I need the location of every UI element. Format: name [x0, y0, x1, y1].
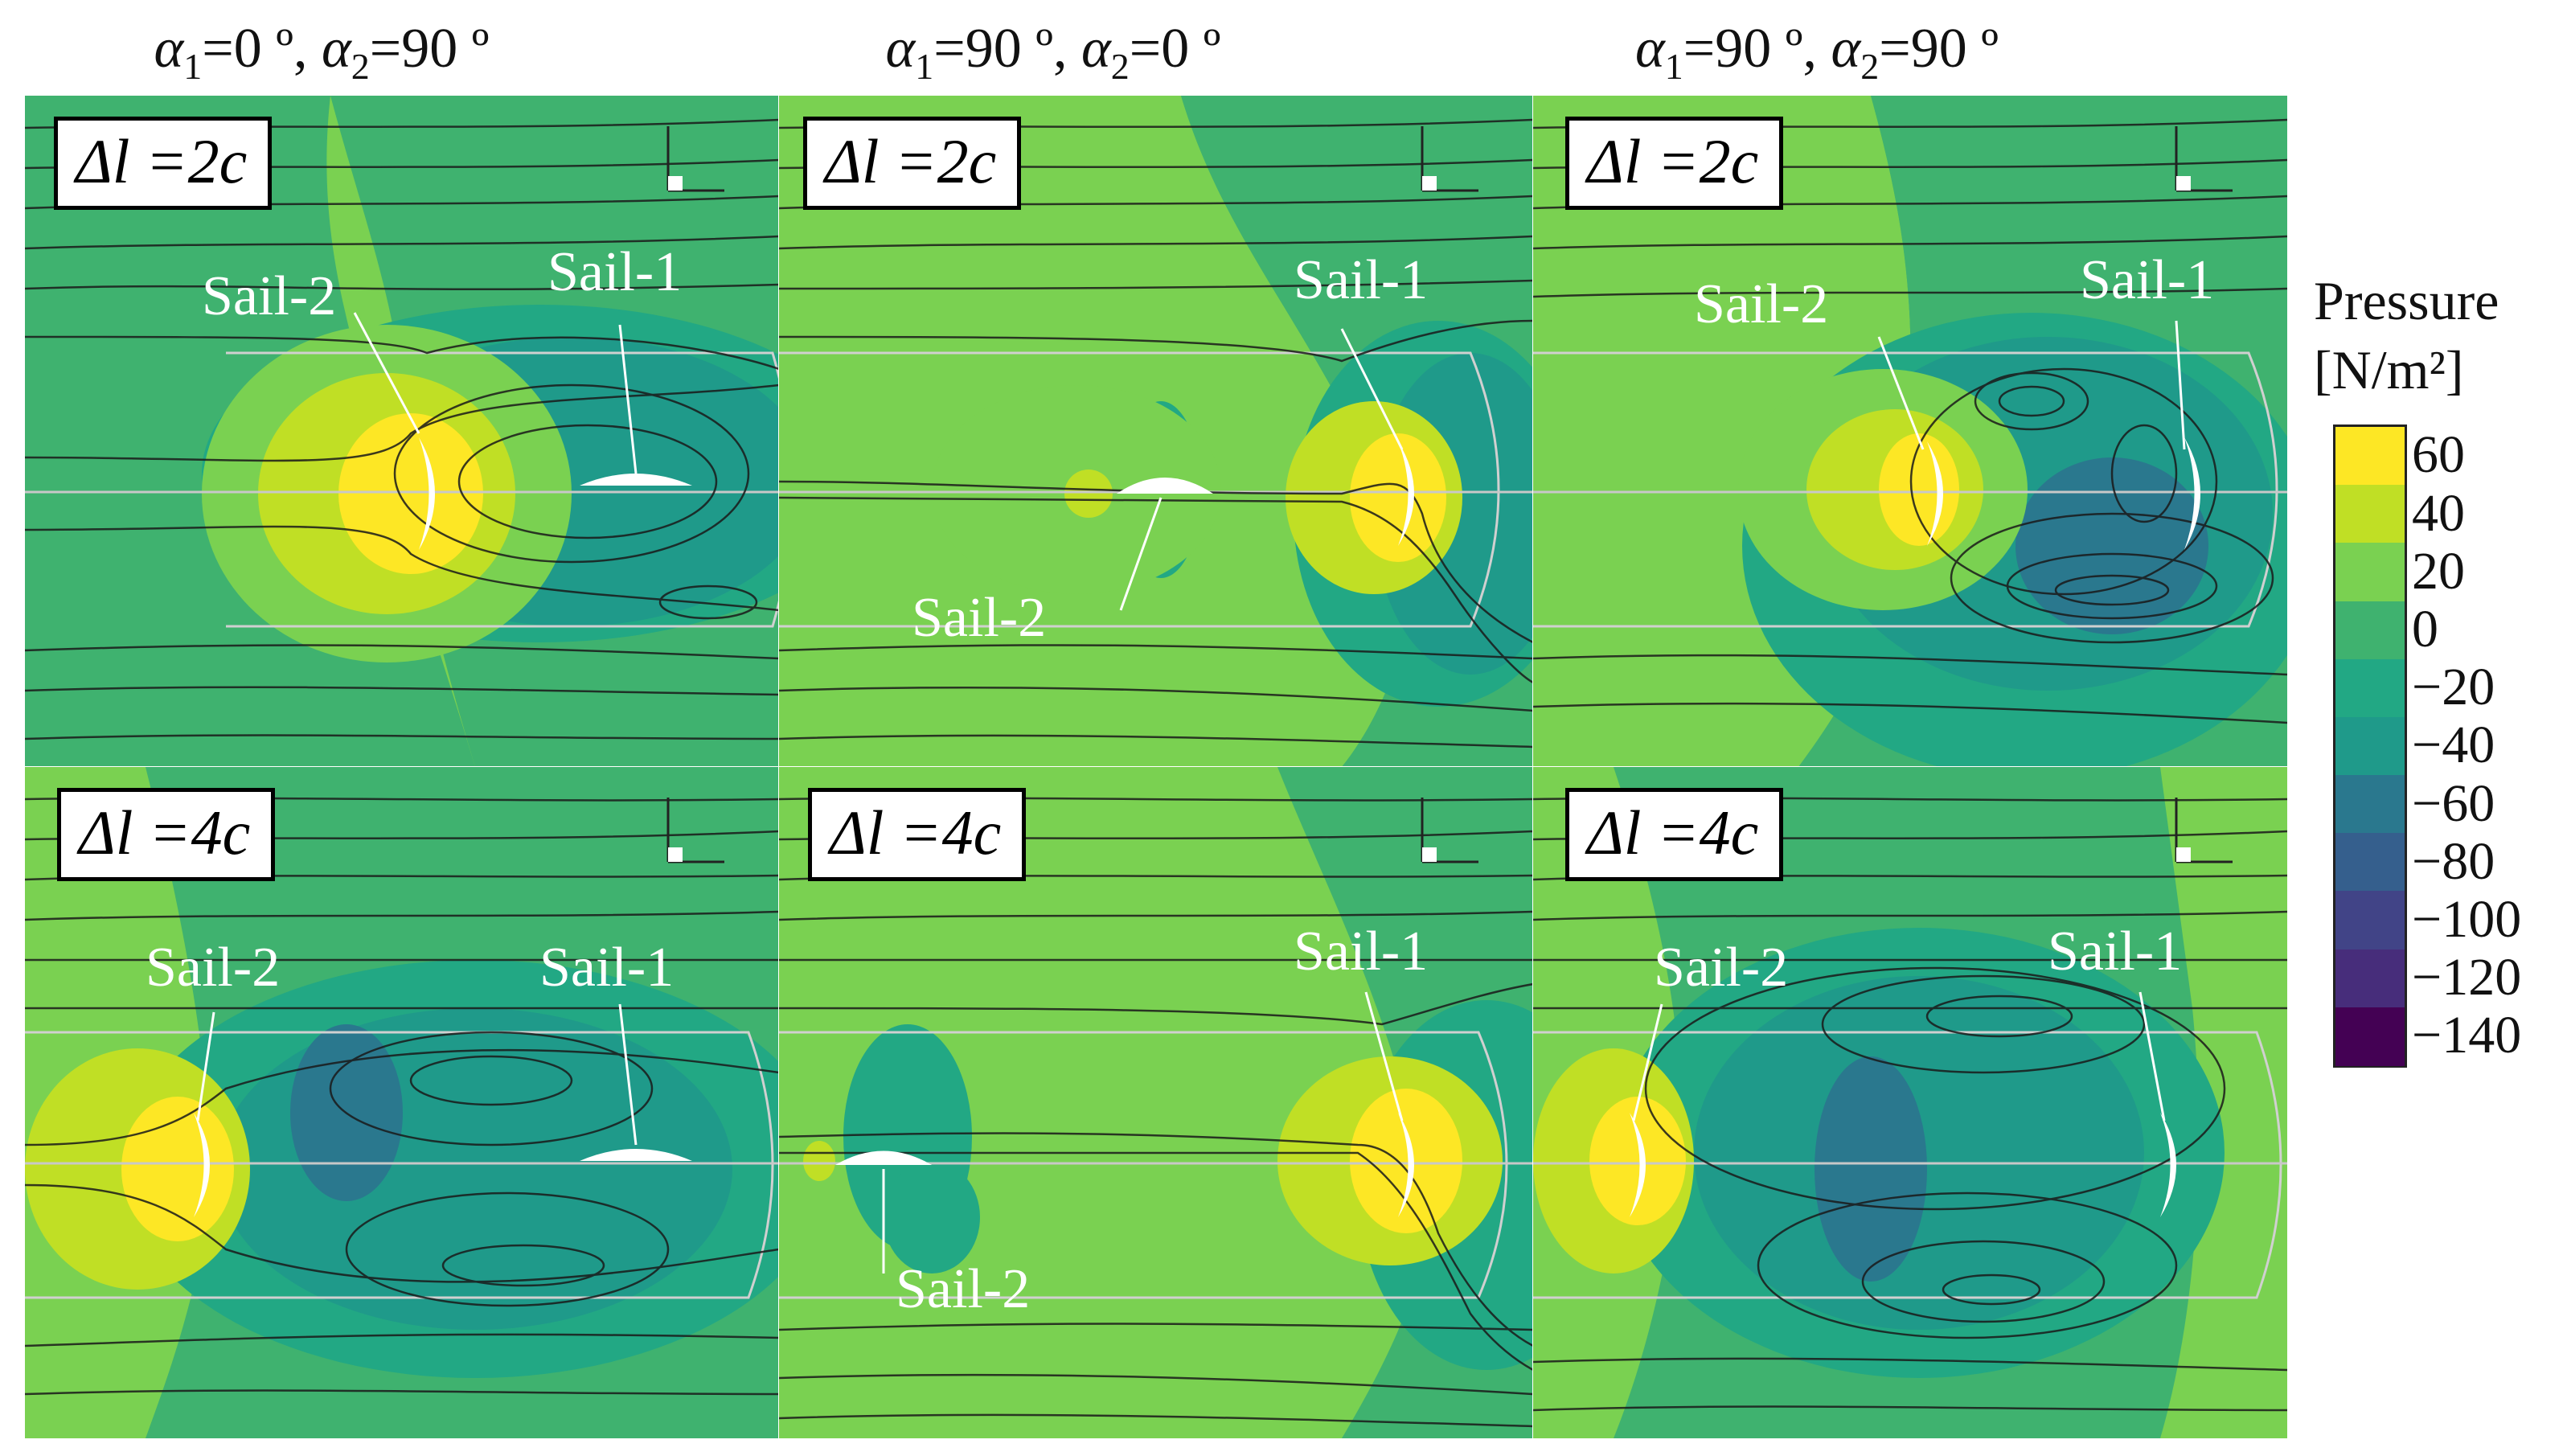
pressure-field	[25, 767, 779, 1438]
colorbar-tick-label: −20	[2412, 658, 2495, 717]
contour-panel-r1c3: Δl =2c Sail-2 Sail-1	[1532, 95, 2288, 768]
sail2-label: Sail-2	[896, 1258, 1031, 1320]
colorbar-tick-label: 40	[2412, 483, 2465, 543]
colorbar-segment	[2335, 716, 2405, 777]
colorbar-segment	[2335, 485, 2405, 544]
sail1-label: Sail-1	[2048, 921, 2183, 982]
column-header-2: α1=90 º, α2=0 º	[885, 18, 1221, 87]
sail1-label: Sail-1	[1294, 249, 1429, 311]
colorbar-tick-label: −40	[2412, 716, 2495, 775]
column-header-3: α1=90 º, α2=90 º	[1635, 18, 1999, 87]
pressure-field	[779, 96, 1533, 767]
colorbar-tick-label: 0	[2412, 600, 2438, 659]
contour-panel-r1c2: Δl =2c Sail-1 Sail-2	[778, 95, 1534, 768]
colorbar-tick-label: −100	[2412, 889, 2522, 949]
column-header-1: α1=0 º, α2=90 º	[154, 18, 490, 87]
legend-title-line2: [N/m²]	[2314, 339, 2464, 400]
sail2-label: Sail-2	[912, 587, 1047, 649]
spacing-label: Δl =4c	[808, 788, 1027, 881]
sail2-label: Sail-2	[1654, 937, 1789, 999]
legend-title: Pressure [N/m²]	[2314, 273, 2555, 397]
colorbar-segment	[2335, 775, 2405, 835]
alpha1-value: 90	[1715, 18, 1772, 80]
spacing-label: Δl =4c	[57, 788, 276, 881]
sail1-label: Sail-1	[2080, 249, 2215, 311]
colorbar-tick-label: −80	[2412, 831, 2495, 891]
sail2-label: Sail-2	[1694, 273, 1829, 335]
colorbar-tick-label: −140	[2412, 1006, 2522, 1065]
legend-title-line1: Pressure	[2314, 270, 2499, 331]
alpha1-value: 0	[233, 18, 262, 80]
colorbar-tick-label: 60	[2412, 425, 2465, 485]
pressure-field	[25, 96, 779, 767]
colorbar-segment	[2335, 658, 2405, 718]
sail1-label: Sail-1	[1294, 921, 1429, 982]
spacing-label: Δl =4c	[1565, 788, 1784, 881]
alpha2-value: 0	[1161, 18, 1190, 80]
alpha1-value: 90	[965, 18, 1022, 80]
sail2-label: Sail-2	[202, 265, 337, 327]
alpha2-value: 90	[1910, 18, 1967, 80]
colorbar-segment	[2335, 543, 2405, 602]
spacing-label: Δl =2c	[803, 117, 1022, 210]
colorbar-segment	[2335, 601, 2405, 660]
colorbar-segment	[2335, 833, 2405, 892]
contour-panel-r1c1: Δl =2c Sail-2 Sail-1	[24, 95, 780, 768]
colorbar	[2333, 424, 2407, 1068]
spacing-label: Δl =2c	[1565, 117, 1784, 210]
spacing-label: Δl =2c	[54, 117, 273, 210]
sail1-label: Sail-1	[547, 241, 683, 303]
colorbar-segment	[2335, 891, 2405, 950]
sail2-label: Sail-2	[146, 937, 281, 999]
sail1-label: Sail-1	[539, 937, 675, 999]
colorbar-tick-label: 20	[2412, 541, 2465, 601]
contour-panel-r2c3: Δl =4c Sail-2 Sail-1	[1532, 766, 2288, 1439]
colorbar-segment	[2335, 949, 2405, 1008]
colorbar-segment	[2335, 1007, 2405, 1066]
colorbar-tick-label: −60	[2412, 773, 2495, 833]
pressure-field	[1533, 767, 2287, 1438]
alpha2-value: 90	[401, 18, 458, 80]
colorbar-segment	[2335, 427, 2405, 486]
pressure-field	[1533, 96, 2287, 767]
contour-panel-r2c1: Δl =4c Sail-2 Sail-1	[24, 766, 780, 1439]
contour-panel-r2c2: Δl =4c Sail-1 Sail-2	[778, 766, 1534, 1439]
colorbar-tick-label: −120	[2412, 948, 2522, 1007]
